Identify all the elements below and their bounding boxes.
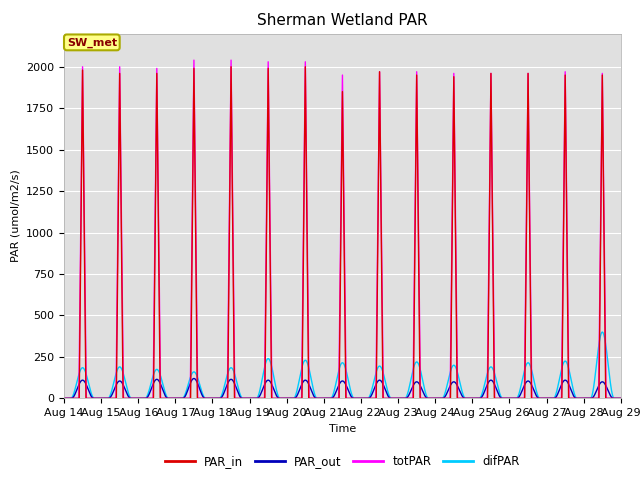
difPAR <box>60 396 68 401</box>
totPAR <box>615 396 623 401</box>
difPAR <box>419 380 427 386</box>
totPAR <box>60 396 68 401</box>
difPAR <box>617 396 625 401</box>
PAR_out <box>617 396 625 401</box>
PAR_out <box>615 396 623 401</box>
totPAR <box>173 396 181 401</box>
difPAR <box>615 396 623 401</box>
Title: Sherman Wetland PAR: Sherman Wetland PAR <box>257 13 428 28</box>
totPAR <box>617 396 625 401</box>
Line: PAR_out: PAR_out <box>64 379 621 398</box>
PAR_in <box>617 396 625 401</box>
difPAR <box>499 396 506 401</box>
totPAR <box>190 57 198 63</box>
totPAR <box>419 396 427 401</box>
PAR_out <box>173 396 181 401</box>
Line: totPAR: totPAR <box>64 60 621 398</box>
PAR_out <box>419 390 427 396</box>
PAR_in <box>615 396 623 401</box>
totPAR <box>179 396 187 401</box>
PAR_in <box>227 64 235 70</box>
difPAR <box>179 395 187 401</box>
Legend: PAR_in, PAR_out, totPAR, difPAR: PAR_in, PAR_out, totPAR, difPAR <box>161 450 524 473</box>
PAR_in <box>419 396 427 401</box>
Y-axis label: PAR (umol/m2/s): PAR (umol/m2/s) <box>11 169 20 263</box>
totPAR <box>499 396 506 401</box>
PAR_out <box>179 396 187 401</box>
X-axis label: Time: Time <box>329 424 356 433</box>
Text: SW_met: SW_met <box>67 37 117 48</box>
PAR_in <box>60 396 68 401</box>
Line: difPAR: difPAR <box>64 332 621 398</box>
PAR_out <box>269 383 276 389</box>
PAR_in <box>499 396 506 401</box>
PAR_in <box>173 396 181 401</box>
difPAR <box>269 367 276 372</box>
Line: PAR_in: PAR_in <box>64 67 621 398</box>
PAR_out <box>499 396 506 401</box>
PAR_out <box>60 396 68 401</box>
PAR_in <box>269 396 276 401</box>
totPAR <box>269 396 276 401</box>
difPAR <box>598 329 606 335</box>
PAR_out <box>190 376 198 382</box>
difPAR <box>173 396 181 401</box>
PAR_in <box>179 396 187 401</box>
